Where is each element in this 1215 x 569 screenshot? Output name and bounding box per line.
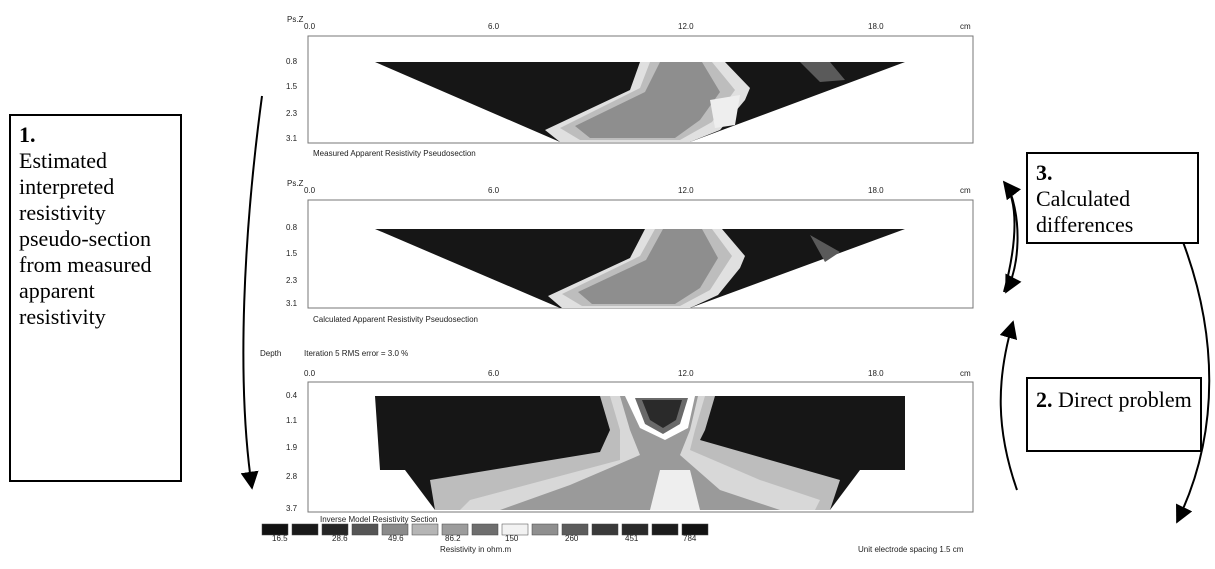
legend-value: 49.6: [388, 534, 404, 543]
legend-value: 16.5: [272, 534, 288, 543]
panel-axis-label: Ps.Z: [287, 15, 304, 24]
legend-swatch: [441, 523, 469, 536]
depth-tick: 1.5: [286, 249, 298, 258]
step-2-text: Direct problem: [1058, 387, 1192, 412]
x-tick: 0.0: [304, 186, 316, 195]
panel-caption: Measured Apparent Resistivity Pseudosect…: [313, 149, 476, 158]
panel-caption: Inverse Model Resistivity Section: [320, 515, 437, 524]
legend-value: 86.2: [445, 534, 461, 543]
legend-value: 784: [683, 534, 697, 543]
x-tick: 18.0: [868, 369, 884, 378]
legend-swatch: [621, 523, 649, 536]
legend-swatch: [471, 523, 499, 536]
x-tick: 6.0: [488, 22, 500, 31]
legend-swatch: [321, 523, 349, 536]
depth-tick: 0.4: [286, 391, 298, 400]
legend-value: 28.6: [332, 534, 348, 543]
step-2-box: 2. Direct problem: [1026, 377, 1202, 452]
legend-swatch: [501, 523, 529, 536]
x-unit: cm: [960, 22, 971, 31]
legend-value: 260: [565, 534, 579, 543]
step-2-number: 2.: [1036, 387, 1053, 412]
panel-calculated: Ps.Z 0.0 6.0 12.0 18.0 cm 0.8 1.5 2.3 3.…: [286, 179, 974, 324]
depth-tick: 3.1: [286, 299, 298, 308]
panel-subtitle: Iteration 5 RMS error = 3.0 %: [304, 349, 408, 358]
arrow-step-2: [999, 320, 1018, 491]
step-3-number: 3.: [1036, 160, 1053, 185]
arrow-step-1: [240, 95, 263, 490]
legend-swatch: [561, 523, 589, 536]
x-unit: cm: [960, 369, 971, 378]
step-3-text: Calculated differences: [1036, 186, 1134, 237]
x-tick: 12.0: [678, 369, 694, 378]
depth-tick: 1.5: [286, 82, 298, 91]
arrow-step-3-down: [1005, 185, 1022, 294]
depth-tick: 1.1: [286, 416, 298, 425]
legend-swatch: [681, 523, 709, 536]
panel-caption: Calculated Apparent Resistivity Pseudose…: [313, 315, 478, 324]
x-tick: 12.0: [678, 22, 694, 31]
panel-axis-label: Depth: [260, 349, 281, 358]
depth-tick: 2.3: [286, 276, 298, 285]
x-tick: 12.0: [678, 186, 694, 195]
legend-swatch: [261, 523, 289, 536]
legend-swatch: [411, 523, 439, 536]
x-tick: 6.0: [488, 186, 500, 195]
legend-value: 451: [625, 534, 639, 543]
step-1-text: Estimated interpreted resistivity pseudo…: [19, 148, 152, 329]
depth-tick: 2.8: [286, 472, 298, 481]
legend-swatch: [381, 523, 409, 536]
color-legend: [261, 523, 709, 536]
x-tick: 0.0: [304, 22, 316, 31]
x-tick: 18.0: [868, 186, 884, 195]
legend-swatch: [351, 523, 379, 536]
x-tick: 6.0: [488, 369, 500, 378]
panel-measured: Ps.Z 0.0 6.0 12.0 18.0 cm 0.8 1.5 2.3 3.…: [286, 15, 974, 158]
depth-tick: 3.7: [286, 504, 298, 513]
step-1-box: 1. Estimated interpreted resistivity pse…: [9, 114, 182, 482]
legend-swatch: [531, 523, 559, 536]
x-tick: 18.0: [868, 22, 884, 31]
electrode-spacing-note: Unit electrode spacing 1.5 cm: [858, 545, 964, 554]
arrow-differences: [1176, 241, 1211, 524]
x-tick: 0.0: [304, 369, 316, 378]
x-unit: cm: [960, 186, 971, 195]
step-3-box: 3. Calculated differences: [1026, 152, 1199, 244]
legend-swatch: [591, 523, 619, 536]
depth-tick: 0.8: [286, 223, 298, 232]
legend-swatch: [291, 523, 319, 536]
legend-value: 150: [505, 534, 519, 543]
panel-axis-label: Ps.Z: [287, 179, 304, 188]
depth-tick: 3.1: [286, 134, 298, 143]
depth-tick: 2.3: [286, 109, 298, 118]
legend-unit-label: Resistivity in ohm.m: [440, 545, 511, 554]
depth-tick: 0.8: [286, 57, 298, 66]
panel-inverse: Depth Iteration 5 RMS error = 3.0 % 0.0 …: [260, 349, 974, 524]
step-1-number: 1.: [19, 122, 36, 147]
legend-swatch: [651, 523, 679, 536]
depth-tick: 1.9: [286, 443, 298, 452]
